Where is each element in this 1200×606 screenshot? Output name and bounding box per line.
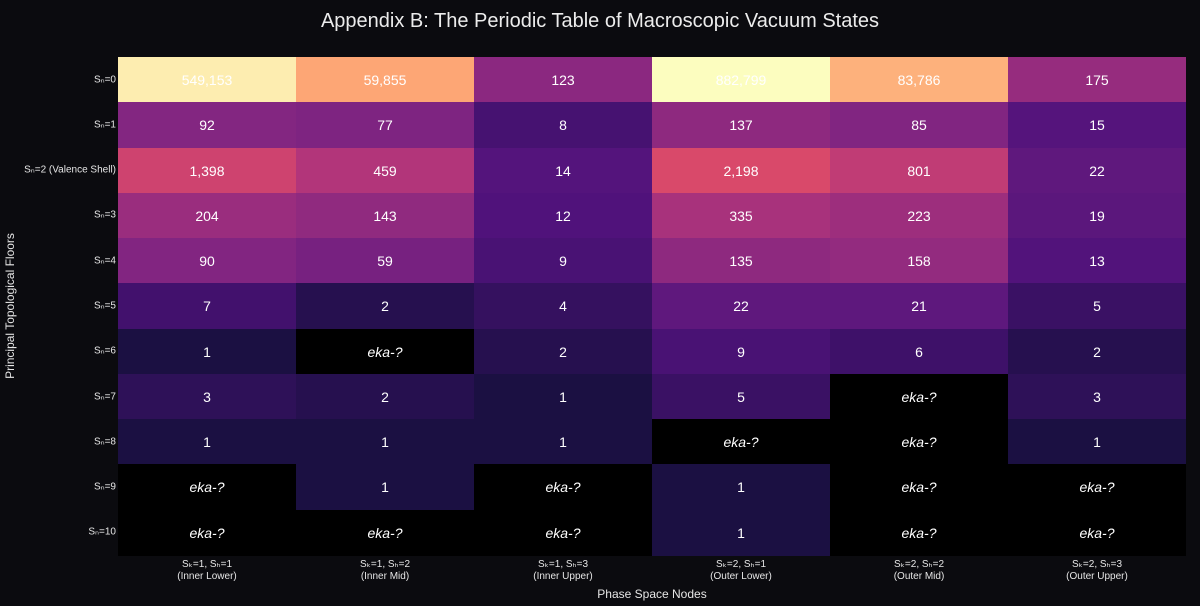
heatmap-cell: 13 (1008, 238, 1186, 285)
x-tick-label: Sₖ=1, Sₕ=1 (Inner Lower) (118, 559, 296, 583)
heatmap-cell: 19 (1008, 192, 1186, 239)
heatmap-cell: 8 (474, 102, 652, 149)
heatmap-cell: 6 (830, 328, 1008, 375)
heatmap-cell: 92 (118, 102, 296, 149)
heatmap-cell: eka-? (830, 373, 1008, 420)
heatmap-cell: 2 (474, 328, 652, 375)
heatmap-cell: eka-? (296, 509, 474, 556)
x-tick-label-line: (Outer Mid) (893, 571, 945, 582)
y-tick-label: Sₙ=3 (93, 209, 116, 221)
x-tick-label: Sₖ=2, Sₕ=1 (Outer Lower) (652, 559, 830, 583)
heatmap-cell: 2 (296, 283, 474, 330)
y-axis-label: Principal Topological Floors (3, 233, 17, 379)
heatmap-cell: 335 (652, 192, 830, 239)
x-axis-label: Phase Space Nodes (597, 587, 707, 601)
x-tick-label-line: Sₖ=2, Sₕ=3 (1072, 559, 1122, 570)
heatmap-cell: 59,855 (296, 57, 474, 103)
heatmap-cell: 3 (1008, 373, 1186, 420)
heatmap-cell: 1,398 (118, 147, 296, 194)
x-tick-label-line: Sₖ=2, Sₕ=1 (716, 559, 766, 570)
heatmap-cell: 175 (1008, 57, 1186, 103)
heatmap-cell: eka-? (118, 509, 296, 556)
heatmap-cell: 5 (652, 373, 830, 420)
x-tick-label-line: (Outer Upper) (1066, 571, 1128, 582)
x-tick-label: Sₖ=2, Sₕ=3 (Outer Upper) (1008, 559, 1186, 583)
heatmap-cell: 459 (296, 147, 474, 194)
heatmap-cell: eka-? (118, 464, 296, 511)
heatmap-cell: 137 (652, 102, 830, 149)
heatmap-cell: eka-? (1008, 509, 1186, 556)
heatmap-cell: 549,153 (118, 57, 296, 103)
heatmap-cell: 1 (474, 419, 652, 466)
x-tick-label: Sₖ=2, Sₕ=2 (Outer Mid) (830, 559, 1008, 583)
heatmap-cell: 21 (830, 283, 1008, 330)
heatmap-cell: 1 (1008, 419, 1186, 466)
heatmap-cell: 2 (1008, 328, 1186, 375)
heatmap-cell: 1 (474, 373, 652, 420)
heatmap-cell: 9 (652, 328, 830, 375)
heatmap-cell: 223 (830, 192, 1008, 239)
heatmap-cell: 158 (830, 238, 1008, 285)
heatmap-cell: 59 (296, 238, 474, 285)
chart-title: Appendix B: The Periodic Table of Macros… (320, 10, 880, 32)
y-tick-label: Sₙ=7 (93, 391, 116, 403)
y-tick-label: Sₙ=10 (88, 526, 116, 538)
heatmap-cell: 77 (296, 102, 474, 149)
y-tick-label: Sₙ=2 (Valence Shell) (24, 164, 116, 176)
heatmap-cell: 4 (474, 283, 652, 330)
heatmap-cell: 1 (296, 419, 474, 466)
heatmap-cell: 1 (652, 464, 830, 511)
heatmap-cell: eka-? (830, 419, 1008, 466)
x-tick-label-line: (Inner Mid) (360, 571, 410, 582)
x-tick-label-line: (Inner Upper) (533, 571, 593, 582)
heatmap-cell: 882,799 (652, 57, 830, 103)
heatmap-cell: eka-? (652, 419, 830, 466)
heatmap-cell: 5 (1008, 283, 1186, 330)
x-tick-label-line: Sₖ=2, Sₕ=2 (894, 559, 944, 570)
heatmap-cell: 15 (1008, 102, 1186, 149)
heatmap-cell: eka-? (474, 464, 652, 511)
y-tick-label: Sₙ=6 (93, 345, 116, 357)
heatmap-cell: 123 (474, 57, 652, 103)
heatmap-cell: 2,198 (652, 147, 830, 194)
heatmap-cell: 1 (118, 328, 296, 375)
heatmap-cell: eka-? (1008, 464, 1186, 511)
heatmap-cell: 22 (652, 283, 830, 330)
heatmap-cell: 12 (474, 192, 652, 239)
x-tick-label-line: Sₖ=1, Sₕ=3 (538, 559, 588, 570)
x-tick-label: Sₖ=1, Sₕ=2 (Inner Mid) (296, 559, 474, 583)
heatmap-cell: 135 (652, 238, 830, 285)
heatmap-cell: 143 (296, 192, 474, 239)
y-tick-label: Sₙ=8 (93, 436, 116, 448)
heatmap-cell: 7 (118, 283, 296, 330)
x-tick-label-line: Sₖ=1, Sₕ=1 (182, 559, 232, 570)
heatmap-cell: eka-? (474, 509, 652, 556)
heatmap-cell: 801 (830, 147, 1008, 194)
y-tick-label: Sₙ=0 (93, 74, 116, 86)
y-tick-label: Sₙ=9 (93, 481, 116, 493)
heatmap-cell: 204 (118, 192, 296, 239)
heatmap-cell: 3 (118, 373, 296, 420)
heatmap-cell: 14 (474, 147, 652, 194)
x-tick-label-line: (Inner Lower) (177, 571, 237, 582)
x-tick-label-line: (Outer Lower) (710, 571, 772, 582)
x-tick-label-line: Sₖ=1, Sₕ=2 (360, 559, 410, 570)
heatmap-cell: 85 (830, 102, 1008, 149)
heatmap-cell: 83,786 (830, 57, 1008, 103)
heatmap-cell: 1 (118, 419, 296, 466)
heatmap-cell: eka-? (830, 464, 1008, 511)
x-tick-label: Sₖ=1, Sₕ=3 (Inner Upper) (474, 559, 652, 583)
heatmap-cell: 2 (296, 373, 474, 420)
heatmap-cell: 90 (118, 238, 296, 285)
heatmap-cell: 1 (296, 464, 474, 511)
heatmap-cell: 22 (1008, 147, 1186, 194)
heatmap-grid: 549,153 59,855 123 882,799 83,786 175 92 77 8 137… (118, 57, 1186, 556)
heatmap-cell: eka-? (296, 328, 474, 375)
y-tick-label: Sₙ=1 (93, 119, 116, 131)
heatmap-cell: eka-? (830, 509, 1008, 556)
y-tick-label: Sₙ=5 (93, 300, 116, 312)
heatmap-cell: 1 (652, 509, 830, 556)
heatmap-cell: 9 (474, 238, 652, 285)
y-tick-label: Sₙ=4 (93, 255, 116, 267)
